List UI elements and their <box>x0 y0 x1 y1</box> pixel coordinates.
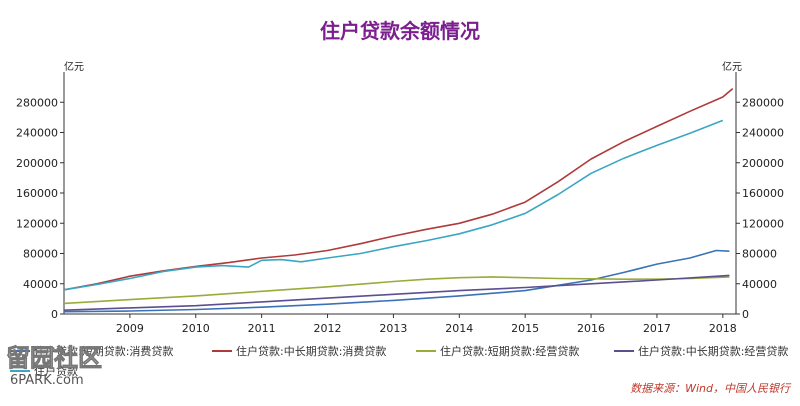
x-tick-label: 2011 <box>248 322 276 335</box>
x-tick-label: 2015 <box>511 322 539 335</box>
watermark-logo-text: 留园社区 <box>6 344 102 372</box>
plot-area <box>63 87 734 313</box>
legend-label-1: 住户贷款:短期贷款:消费贷款 <box>34 344 173 358</box>
series-line-1 <box>63 249 730 313</box>
y-tick-label-right: 200000 <box>742 157 784 170</box>
axes: 0 0 40000 40000 80000 80000 120000 120000 160000… <box>16 72 784 335</box>
legend-label-2: 住户贷款:中长期贷款:消费贷款 <box>236 344 386 358</box>
y-tick-label-right: 160000 <box>742 187 784 200</box>
legend-label-3: 住户贷款:短期贷款:经营贷款 <box>440 344 579 358</box>
series-line-2 <box>63 87 734 291</box>
y-tick-label-left: 0 <box>51 308 58 321</box>
x-tick-label: 2017 <box>643 322 671 335</box>
y-tick-label-left: 240000 <box>16 127 58 140</box>
y-tick-label-left: 160000 <box>16 187 58 200</box>
x-tick-label: 2014 <box>445 322 473 335</box>
series-line-3 <box>63 276 730 305</box>
right-axis-unit: 亿元 <box>722 60 742 73</box>
y-tick-label-right: 0 <box>742 308 749 321</box>
x-tick-label: 2010 <box>182 322 210 335</box>
series-line-4 <box>63 274 730 311</box>
chart-title: 住户贷款余额情况 <box>320 19 480 43</box>
x-tick-label: 2009 <box>116 322 144 335</box>
y-tick-label-right: 240000 <box>742 127 784 140</box>
watermark-site-text: 6PARK.com <box>10 373 84 388</box>
legend: 住户贷款:短期贷款:消费贷款 住户贷款:中长期贷款:消费贷款 住户贷款:短期贷款:经… <box>10 344 788 378</box>
source-note: 数据来源：Wind，中国人民银行 <box>630 382 792 395</box>
y-tick-label-left: 280000 <box>16 96 58 109</box>
y-tick-label-right: 280000 <box>742 96 784 109</box>
legend-label-4: 住户贷款:中长期贷款:经营贷款 <box>638 344 788 358</box>
x-tick-label: 2012 <box>314 322 342 335</box>
y-tick-label-left: 200000 <box>16 157 58 170</box>
x-tick-label: 2013 <box>379 322 407 335</box>
y-tick-label-left: 40000 <box>23 278 58 291</box>
y-tick-label-left: 80000 <box>23 248 58 261</box>
x-tick-label: 2016 <box>577 322 605 335</box>
x-tick-label: 2018 <box>709 322 737 335</box>
y-tick-label-left: 120000 <box>16 217 58 230</box>
left-axis-unit: 亿元 <box>64 60 84 73</box>
legend-label-5: 住户贷款 <box>34 364 78 378</box>
y-tick-label-right: 120000 <box>742 217 784 230</box>
y-tick-label-right: 40000 <box>742 278 777 291</box>
series-line-5 <box>63 119 724 291</box>
y-tick-label-right: 80000 <box>742 248 777 261</box>
